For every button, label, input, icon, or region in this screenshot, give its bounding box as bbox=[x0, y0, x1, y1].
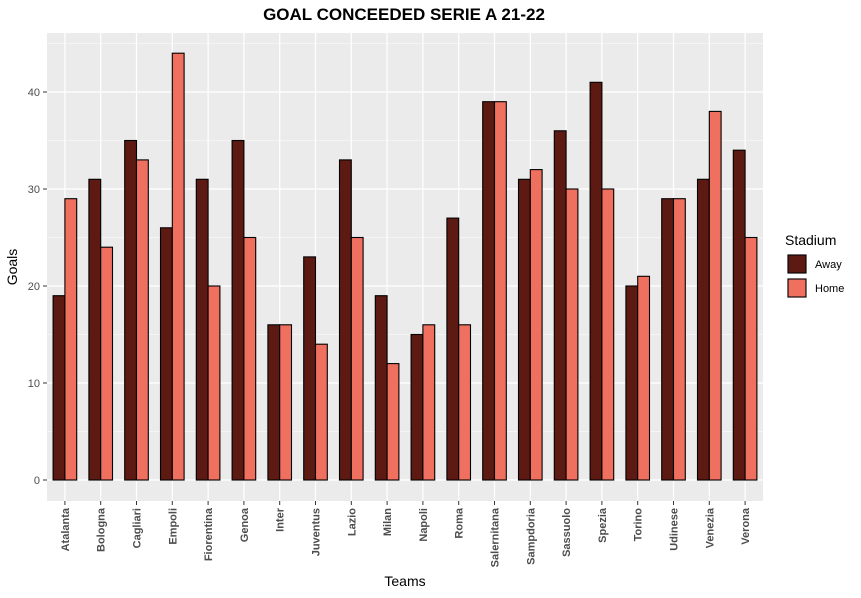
bar-home-sampdoria bbox=[529, 169, 543, 481]
x-tick-label: Empoli bbox=[167, 508, 179, 545]
bar-away-torino bbox=[625, 285, 639, 481]
x-tick-label: Udinese bbox=[669, 508, 681, 551]
legend-label-away: Away bbox=[815, 259, 842, 271]
x-tick-label: Lazio bbox=[346, 508, 358, 536]
bar-home-roma bbox=[458, 324, 472, 481]
bar-away-inter bbox=[267, 324, 281, 481]
x-tick-label: Sassuolo bbox=[561, 508, 573, 557]
bar-away-roma bbox=[446, 217, 460, 481]
x-tick-label: Cagliari bbox=[132, 508, 144, 548]
bar-away-atalanta bbox=[52, 295, 66, 481]
bar-away-cagliari bbox=[124, 139, 138, 481]
bar-away-salernitana bbox=[482, 101, 496, 481]
x-axis-ticks: Atalanta Bologna Cagliari Empoli Fiorentina G… bbox=[60, 501, 752, 567]
legend: Stadium Away Home bbox=[785, 232, 844, 298]
bar-home-bologna bbox=[100, 246, 114, 481]
bar-home-venezia bbox=[708, 110, 722, 481]
bars bbox=[52, 52, 758, 481]
bar-home-udinese bbox=[672, 198, 686, 481]
bar-home-lazio bbox=[350, 236, 364, 481]
bar-home-genoa bbox=[243, 236, 257, 481]
bar-home-fiorentina bbox=[207, 285, 221, 481]
plot-panel bbox=[47, 33, 763, 501]
x-tick-label: Verona bbox=[740, 507, 752, 545]
bar-away-bologna bbox=[88, 178, 102, 481]
x-axis-title: Teams bbox=[384, 573, 425, 589]
x-tick-label: Inter bbox=[275, 507, 287, 532]
bar-home-empoli bbox=[171, 52, 185, 481]
bar-away-genoa bbox=[231, 139, 245, 481]
x-tick-label: Atalanta bbox=[60, 507, 72, 551]
y-axis-ticks: 0 10 20 30 40 bbox=[28, 87, 47, 487]
bar-away-napoli bbox=[410, 333, 424, 481]
x-tick-label: Sampdoria bbox=[525, 507, 537, 565]
bar-away-spezia bbox=[589, 81, 603, 481]
legend-title: Stadium bbox=[785, 232, 836, 248]
bar-home-inter bbox=[279, 324, 293, 481]
bar-away-venezia bbox=[696, 178, 710, 481]
x-tick-label: Roma bbox=[454, 507, 466, 538]
bar-away-juventus bbox=[303, 256, 317, 481]
bar-away-udinese bbox=[661, 198, 675, 481]
bar-home-atalanta bbox=[64, 198, 78, 481]
legend-swatch-away bbox=[787, 254, 807, 274]
legend-swatch-home bbox=[787, 278, 807, 298]
y-tick-label: 20 bbox=[28, 281, 40, 293]
y-tick-label: 10 bbox=[28, 378, 40, 390]
bar-away-lazio bbox=[338, 159, 352, 481]
bar-home-salernitana bbox=[493, 101, 507, 481]
legend-label-home: Home bbox=[815, 283, 844, 295]
x-tick-label: Napoli bbox=[418, 508, 430, 542]
bar-away-sassuolo bbox=[553, 130, 567, 481]
bar-home-verona bbox=[744, 236, 758, 481]
x-tick-label: Fiorentina bbox=[203, 507, 215, 561]
bar-away-verona bbox=[732, 149, 746, 481]
x-tick-label: Milan bbox=[382, 508, 394, 536]
x-tick-label: Torino bbox=[633, 508, 645, 542]
y-tick-label: 30 bbox=[28, 184, 40, 196]
bar-home-spezia bbox=[601, 188, 615, 481]
bar-away-fiorentina bbox=[195, 178, 209, 481]
x-tick-label: Salernitana bbox=[490, 507, 502, 567]
bar-home-milan bbox=[386, 363, 400, 481]
bar-away-empoli bbox=[159, 227, 173, 481]
x-tick-label: Juventus bbox=[311, 508, 323, 556]
bar-home-sassuolo bbox=[565, 188, 579, 481]
x-tick-label: Spezia bbox=[597, 507, 609, 543]
x-tick-label: Bologna bbox=[96, 507, 108, 552]
bar-away-sampdoria bbox=[517, 178, 531, 481]
bar-away-milan bbox=[374, 295, 388, 481]
y-axis-title: Goals bbox=[4, 249, 20, 286]
y-tick-label: 40 bbox=[28, 87, 40, 99]
x-tick-label: Venezia bbox=[704, 507, 716, 548]
bar-home-napoli bbox=[422, 324, 436, 481]
x-tick-label: Genoa bbox=[239, 507, 251, 542]
chart-title: GOAL CONCEEDED SERIE A 21-22 bbox=[263, 5, 545, 24]
y-tick-label: 0 bbox=[34, 475, 40, 487]
bar-home-torino bbox=[637, 275, 651, 481]
bar-home-cagliari bbox=[135, 159, 149, 481]
bar-home-juventus bbox=[314, 343, 328, 481]
